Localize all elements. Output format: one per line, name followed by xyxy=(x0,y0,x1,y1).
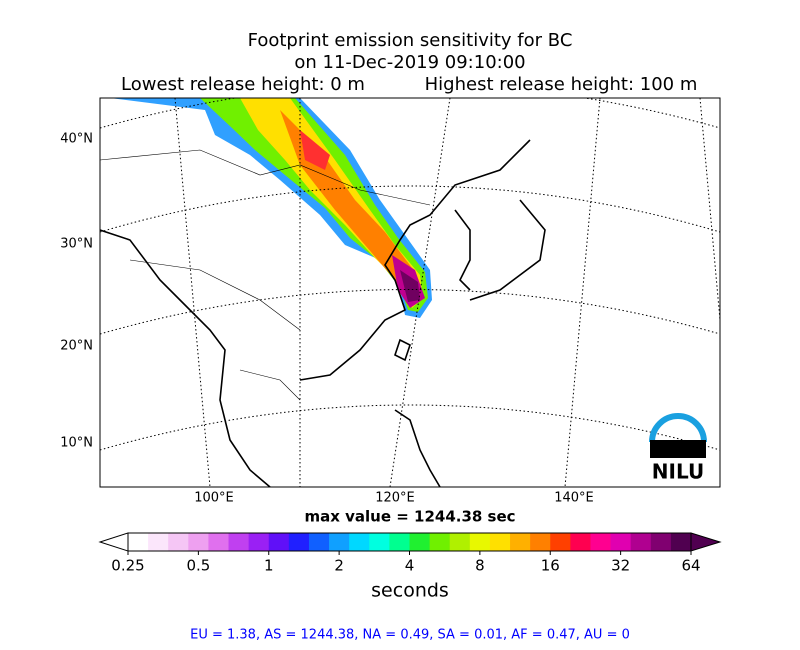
lat-label: 20°N xyxy=(60,339,93,354)
colorbar-tick-label: 16 xyxy=(541,557,560,575)
colorbar-cell xyxy=(168,533,189,551)
lon-label: 100°E xyxy=(194,491,234,506)
colorbar-cell xyxy=(650,533,672,551)
map-frame xyxy=(99,97,721,488)
lat-label: 30°N xyxy=(60,237,93,252)
lowest-height: Lowest release height: 0 m xyxy=(121,74,365,95)
colorbar-cell xyxy=(489,533,511,551)
colorbar-tick-label: 4 xyxy=(405,557,415,575)
colorbar-cell xyxy=(308,533,330,551)
colorbar-cell xyxy=(510,533,531,551)
colorbar-cell xyxy=(349,533,370,551)
colorbar-tick-label: 0.25 xyxy=(111,557,144,575)
colorbar-cell xyxy=(570,533,591,551)
colorbar-tick-label: 32 xyxy=(611,557,630,575)
colorbar-cell xyxy=(128,533,149,551)
colorbar-cell xyxy=(449,533,471,551)
colorbar-cell xyxy=(670,533,692,551)
lon-label: 140°E xyxy=(554,491,594,506)
colorbar-cell xyxy=(369,533,390,551)
colorbar-cell xyxy=(409,533,431,551)
highest-height: Highest release height: 100 m xyxy=(425,74,698,95)
date: on 11-Dec-2019 09:10:00 xyxy=(294,52,525,73)
colorbar-tick-label: 8 xyxy=(475,557,485,575)
colorbar-cell xyxy=(469,533,491,551)
colorbar-cell xyxy=(268,533,290,551)
logo: NILU xyxy=(649,413,707,484)
lat-label: 10°N xyxy=(60,436,93,451)
colorbar-min-arrow xyxy=(98,532,129,552)
logo-text: NILU xyxy=(652,460,704,484)
colorbar-tick-label: 2 xyxy=(334,557,344,575)
colorbar-cell xyxy=(389,533,410,551)
colorbar-cell xyxy=(148,533,169,551)
colorbar-cell xyxy=(208,533,230,551)
colorbar-cell xyxy=(610,533,632,551)
colorbar-cell xyxy=(248,533,270,551)
lat-label: 40°N xyxy=(60,132,93,147)
colorbar-cell xyxy=(590,533,612,551)
colorbar-cell xyxy=(329,533,350,551)
map: NILU xyxy=(100,98,720,487)
colorbar-cell xyxy=(288,533,310,551)
footer: EU = 1.38, AS = 1244.38, NA = 0.49, SA =… xyxy=(190,628,630,643)
colorbar-max-arrow xyxy=(690,532,722,552)
colorbar-tick-label: 64 xyxy=(681,557,700,575)
title: Footprint emission sensitivity for BC xyxy=(248,30,573,51)
plume xyxy=(110,98,432,318)
colorbar-tick-label: 0.5 xyxy=(186,557,210,575)
colorbar-tick-label: 1 xyxy=(264,557,274,575)
colorbar-cell xyxy=(550,533,571,551)
colorbar-label: seconds xyxy=(371,580,449,602)
lon-label: 120°E xyxy=(375,491,415,506)
max-value: max value = 1244.38 sec xyxy=(304,508,515,526)
colorbar-cell xyxy=(188,533,209,551)
colorbar-cell xyxy=(630,533,652,551)
colorbar-cell xyxy=(228,533,250,551)
colorbar-cell xyxy=(530,533,551,551)
colorbar-cell xyxy=(429,533,451,551)
